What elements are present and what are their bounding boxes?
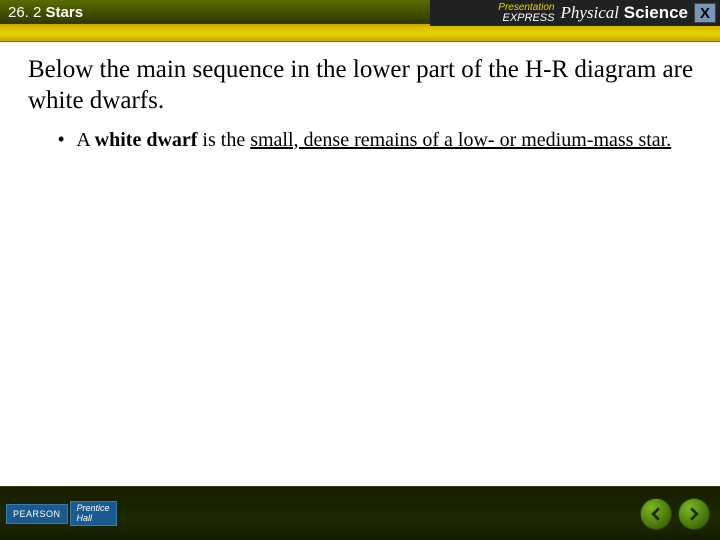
chevron-right-icon [687,507,701,521]
section-label: 26. 2 Stars [8,4,83,21]
slide: 26. 2 Stars Presentation EXPRESS Physica… [0,0,720,540]
nav-controls [640,498,710,530]
footer-bar: PEARSON PrenticeHall [0,486,720,540]
bullet-marker: • [58,129,64,150]
main-heading: Below the main sequence in the lower par… [28,54,698,117]
brand-area: Presentation EXPRESS Physical Science X [430,0,720,26]
presentation-express-logo: Presentation EXPRESS [498,2,554,24]
subject-title: Physical Science [560,3,688,23]
close-icon: X [700,5,710,22]
bullet-text: A white dwarf is the small, dense remain… [76,127,671,153]
close-button[interactable]: X [694,3,716,23]
yellow-divider [0,26,720,42]
pearson-badge: PEARSON [6,504,68,524]
top-bar: 26. 2 Stars Presentation EXPRESS Physica… [0,0,720,26]
next-button[interactable] [678,498,710,530]
bullet-item: • A white dwarf is the small, dense rema… [28,127,698,153]
section-header: 26. 2 Stars [0,0,430,26]
chevron-left-icon [649,507,663,521]
publisher-logo: PEARSON PrenticeHall [6,501,117,527]
content-area: Below the main sequence in the lower par… [0,42,720,486]
prev-button[interactable] [640,498,672,530]
prentice-hall-badge: PrenticeHall [70,501,117,527]
